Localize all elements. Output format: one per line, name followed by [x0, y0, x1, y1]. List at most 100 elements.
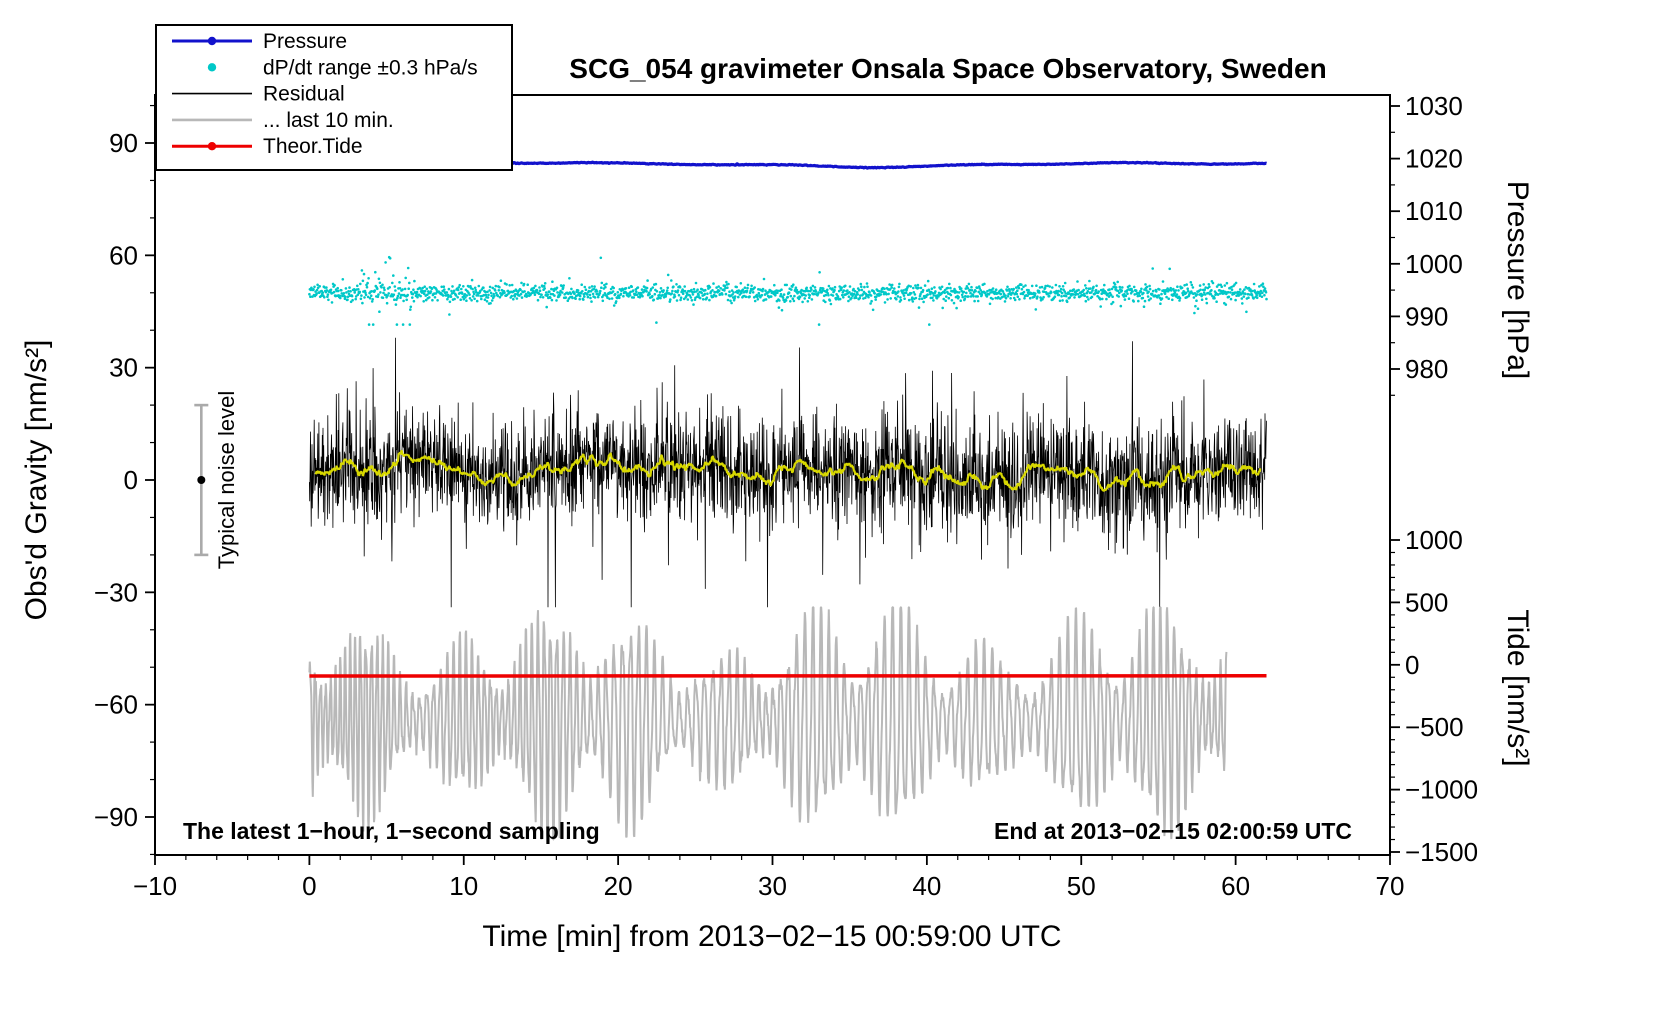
data-point: [859, 282, 863, 286]
data-point: [340, 289, 343, 292]
data-point: [1015, 292, 1019, 296]
data-point: [1259, 292, 1262, 296]
data-point: [858, 296, 862, 300]
data-point: [1243, 288, 1246, 291]
data-point: [1160, 292, 1163, 296]
data-point: [1016, 289, 1019, 293]
data-point: [342, 292, 346, 295]
data-point: [997, 296, 1000, 299]
data-point: [840, 286, 843, 289]
data-point: [978, 287, 981, 290]
data-point: [661, 293, 664, 297]
tide-tick-label: 1000: [1405, 525, 1463, 555]
data-point: [463, 293, 467, 296]
data-point: [362, 272, 366, 276]
data-point: [556, 291, 559, 294]
data-point: [416, 295, 419, 299]
data-point: [1034, 292, 1037, 295]
data-point: [962, 290, 966, 294]
data-point: [1016, 295, 1020, 299]
data-point: [470, 278, 474, 282]
data-point: [893, 287, 896, 290]
data-point: [434, 292, 438, 295]
data-point: [746, 286, 749, 290]
data-point: [721, 293, 724, 296]
data-point: [1170, 289, 1173, 292]
data-point: [1200, 298, 1204, 302]
data-point: [326, 293, 330, 296]
data-point: [941, 306, 944, 310]
data-point: [599, 256, 603, 260]
data-point: [811, 284, 815, 288]
data-point: [1006, 285, 1009, 289]
data-point: [1057, 293, 1061, 297]
data-point: [726, 298, 730, 302]
data-point: [1044, 284, 1047, 288]
data-point: [1252, 282, 1256, 286]
data-point: [810, 288, 813, 291]
data-point: [789, 300, 792, 303]
data-point: [1004, 296, 1008, 300]
data-point: [928, 323, 931, 326]
data-point: [601, 299, 605, 303]
data-point: [588, 286, 591, 289]
data-point: [404, 276, 408, 280]
data-point: [458, 283, 462, 287]
data-point: [396, 294, 400, 298]
x-tick-label: 40: [912, 871, 941, 901]
data-point: [360, 294, 363, 297]
data-point: [692, 303, 695, 306]
data-point: [487, 293, 490, 297]
data-point: [457, 286, 461, 289]
data-point: [1126, 292, 1129, 296]
data-point: [446, 297, 449, 301]
data-point: [451, 285, 454, 288]
data-point: [945, 295, 948, 298]
data-point: [1229, 297, 1233, 301]
data-point: [327, 298, 330, 302]
data-point: [874, 298, 877, 301]
data-point: [696, 288, 699, 292]
data-point: [749, 289, 752, 293]
data-point: [1203, 293, 1207, 296]
data-point: [690, 288, 693, 292]
data-point: [874, 295, 878, 299]
data-point: [1046, 284, 1049, 288]
data-point: [1241, 302, 1244, 305]
data-point: [534, 284, 537, 288]
data-point: [946, 286, 950, 290]
data-point: [844, 284, 847, 288]
data-point: [399, 296, 402, 300]
data-point: [727, 282, 730, 286]
data-point: [1018, 298, 1021, 301]
data-point: [746, 283, 750, 287]
data-point: [551, 280, 554, 284]
data-point: [1122, 295, 1126, 298]
data-point: [916, 283, 920, 287]
data-point: [869, 294, 873, 297]
data-point: [605, 282, 608, 286]
data-point: [959, 299, 962, 303]
data-point: [453, 297, 456, 301]
data-point: [970, 285, 973, 289]
data-point: [669, 298, 672, 301]
data-point: [472, 292, 476, 296]
data-point: [377, 293, 380, 296]
data-point: [622, 294, 625, 298]
data-point: [545, 305, 548, 309]
data-point: [1251, 289, 1254, 293]
data-point: [628, 294, 632, 297]
end-time-note: End at 2013−02−15 02:00:59 UTC: [994, 818, 1352, 844]
data-point: [773, 283, 776, 287]
data-point: [396, 296, 399, 300]
data-point: [919, 292, 922, 296]
data-point: [561, 286, 565, 290]
data-point: [764, 289, 767, 293]
data-point: [393, 285, 397, 288]
data-point: [537, 292, 541, 296]
data-point: [1178, 296, 1182, 300]
data-point: [1022, 285, 1025, 289]
data-point: [763, 293, 767, 296]
data-point: [993, 290, 997, 294]
data-point: [1099, 305, 1102, 308]
